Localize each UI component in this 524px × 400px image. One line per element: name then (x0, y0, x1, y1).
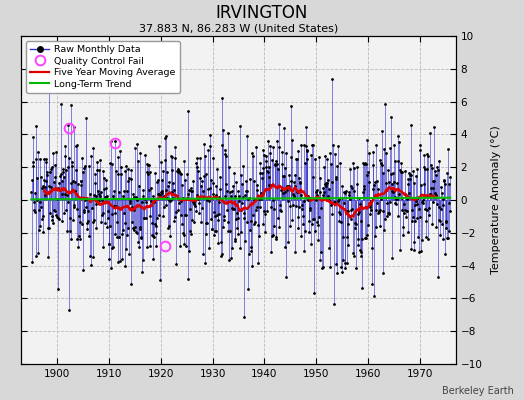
Text: Berkeley Earth: Berkeley Earth (442, 386, 514, 396)
Title: 37.883 N, 86.283 W (United States): 37.883 N, 86.283 W (United States) (139, 24, 338, 34)
Text: IRVINGTON: IRVINGTON (216, 4, 308, 22)
Y-axis label: Temperature Anomaly (°C): Temperature Anomaly (°C) (491, 126, 501, 274)
Legend: Raw Monthly Data, Quality Control Fail, Five Year Moving Average, Long-Term Tren: Raw Monthly Data, Quality Control Fail, … (26, 41, 180, 93)
